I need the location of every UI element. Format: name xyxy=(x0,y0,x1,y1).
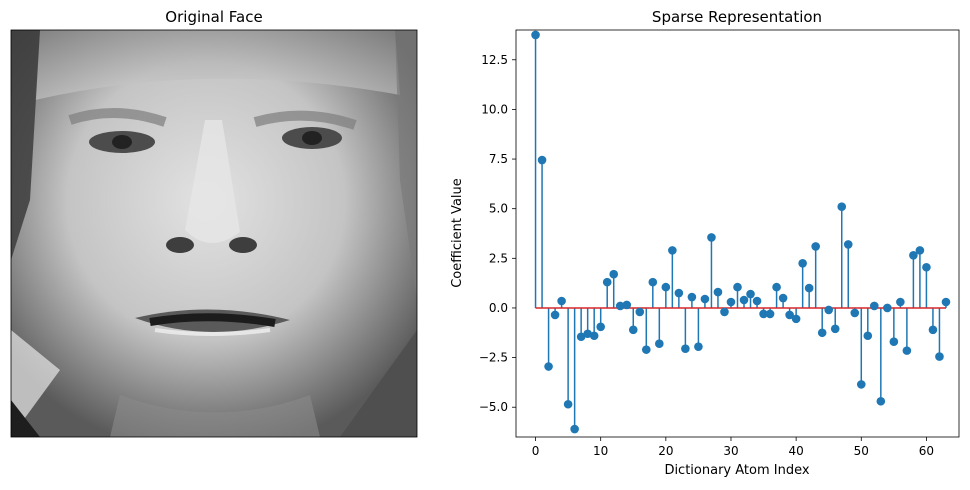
stem-marker xyxy=(915,246,925,255)
stem-marker xyxy=(941,297,951,307)
stem-marker xyxy=(752,296,762,306)
stem-marker xyxy=(609,269,619,279)
stem-marker xyxy=(713,287,723,297)
y-tick-label: 0.0 xyxy=(489,301,508,315)
stem-marker xyxy=(830,324,840,334)
stem-marker xyxy=(681,344,690,353)
stem-marker xyxy=(902,346,912,355)
stem-marker xyxy=(687,292,697,302)
stem-marker xyxy=(661,282,671,292)
stem-marker xyxy=(778,293,788,303)
plot-frame xyxy=(515,29,960,438)
stem-marker xyxy=(576,332,586,342)
stem-marker xyxy=(837,202,847,211)
x-tick-label: 30 xyxy=(723,444,738,458)
stem-marker xyxy=(674,288,684,298)
stem-marker xyxy=(733,282,742,292)
stem-marker xyxy=(615,301,625,311)
stem-marker xyxy=(589,331,599,341)
stem-marker xyxy=(759,309,768,319)
x-tick-label: 60 xyxy=(919,444,934,458)
x-tick-label: 0 xyxy=(532,444,540,458)
stem-marker xyxy=(746,289,755,299)
stem-marker xyxy=(804,283,814,293)
stem-marker xyxy=(700,294,710,304)
stem-marker xyxy=(791,314,801,324)
stem-marker xyxy=(739,295,749,305)
stem-marker xyxy=(531,30,540,40)
x-tick-label: 10 xyxy=(593,444,608,458)
y-tick-label: 7.5 xyxy=(489,152,508,166)
stem-marker xyxy=(876,396,886,406)
stem-marker xyxy=(785,310,794,320)
stem-marker xyxy=(550,310,560,320)
stem-marker xyxy=(856,380,866,389)
stem-marker xyxy=(798,258,807,268)
stem-plot: 0 10 20 30 40 50 60 −5.0 −2.5 0.0 2.5 5.0 7.5 10.0 12.… xyxy=(479,30,951,458)
stem-marker xyxy=(817,328,827,338)
stem-marker xyxy=(544,362,553,371)
stem-marker xyxy=(707,233,716,242)
face-image xyxy=(10,29,418,438)
y-tick-label: 12.5 xyxy=(481,53,508,67)
stem-marker xyxy=(889,337,899,347)
stem-marker xyxy=(668,246,677,255)
stem-marker xyxy=(628,325,638,335)
stem-marker xyxy=(883,303,892,313)
y-tick-label: 5.0 xyxy=(489,202,508,216)
stem-marker xyxy=(811,242,820,251)
y-tick-label: −2.5 xyxy=(479,351,508,365)
stem-marker xyxy=(570,424,579,434)
y-tick-label: 2.5 xyxy=(489,251,508,265)
x-tick-label: 20 xyxy=(658,444,673,458)
x-tick-label: 50 xyxy=(854,444,869,458)
chart-title: Sparse Representation xyxy=(652,8,822,26)
x-axis-label: Dictionary Atom Index xyxy=(664,463,809,478)
stem-marker xyxy=(896,297,905,307)
stem-marker xyxy=(563,399,573,409)
stem-marker xyxy=(720,307,729,317)
stem-marker xyxy=(641,345,651,354)
stem-marker xyxy=(824,305,834,315)
stem-marker xyxy=(648,277,658,287)
y-tick-label: 10.0 xyxy=(481,102,508,116)
stem-marker xyxy=(622,300,632,310)
stem-marker xyxy=(694,342,703,351)
stem-marker xyxy=(870,301,879,311)
stem-marker xyxy=(935,352,944,361)
stem-marker xyxy=(583,329,592,339)
stem-marker xyxy=(863,331,873,341)
stem-marker xyxy=(655,339,664,348)
stem-marker xyxy=(635,307,645,317)
stem-marker xyxy=(602,277,612,287)
stem-marker xyxy=(537,155,547,165)
stem-marker xyxy=(850,308,860,318)
stem-marker xyxy=(928,325,938,335)
x-tick-label: 40 xyxy=(788,444,803,458)
stem-marker xyxy=(557,296,566,306)
y-axis-label: Coefficient Value xyxy=(450,178,465,288)
y-tick-label: −5.0 xyxy=(479,400,508,414)
stem-marker xyxy=(922,262,931,272)
stem-marker xyxy=(843,240,853,249)
stem-marker xyxy=(726,297,736,307)
stem-marker xyxy=(909,251,918,260)
stem-marker xyxy=(772,282,781,292)
stem-marker xyxy=(596,322,605,332)
stem-marker xyxy=(765,309,775,319)
face-panel-title: Original Face xyxy=(165,8,262,26)
